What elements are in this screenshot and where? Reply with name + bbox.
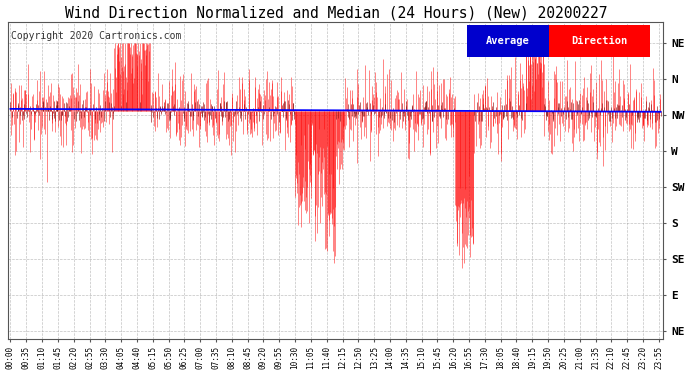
Text: Copyright 2020 Cartronics.com: Copyright 2020 Cartronics.com [12, 31, 182, 41]
FancyBboxPatch shape [466, 25, 549, 57]
Text: Average: Average [486, 36, 530, 46]
Text: Direction: Direction [571, 36, 628, 46]
FancyBboxPatch shape [549, 25, 650, 57]
Title: Wind Direction Normalized and Median (24 Hours) (New) 20200227: Wind Direction Normalized and Median (24… [64, 6, 607, 21]
